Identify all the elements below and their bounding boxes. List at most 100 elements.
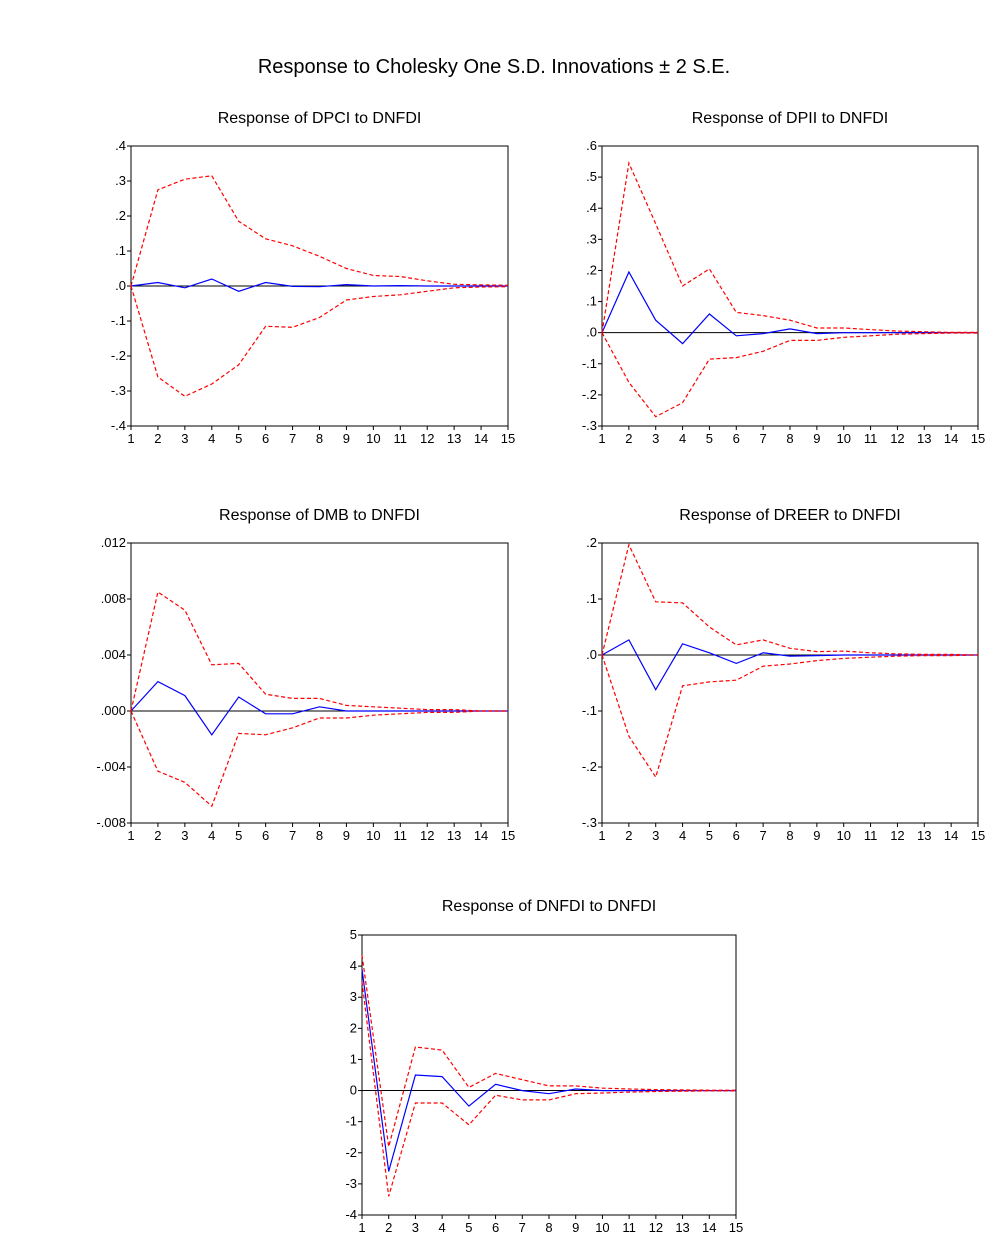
x-tick-label: 12 [890,431,904,446]
x-tick-label: 9 [343,431,350,446]
x-tick-label: 2 [154,431,161,446]
panel-title: Response of DREER to DNFDI [679,507,900,524]
upper-band-line [361,955,736,1147]
x-tick-label: 15 [971,828,985,843]
x-tick-label: 5 [465,1220,472,1235]
x-tick-label: 7 [760,828,767,843]
x-tick-label: 15 [501,431,515,446]
x-tick-label: 11 [864,828,878,843]
x-tick-label: 15 [971,431,985,446]
response-line [601,639,978,691]
panel-title: Response of DPII to DNFDI [692,110,889,127]
x-tick-label: 1 [598,828,605,843]
plot-frame [601,542,979,824]
y-tick-label: .2 [115,208,126,223]
y-tick-label: -.3 [582,418,597,433]
x-tick-label: 10 [836,828,850,843]
x-tick-label: 14 [944,431,958,446]
x-tick-label: 12 [420,828,434,843]
lower-band-line [130,285,509,397]
upper-band-line [601,160,978,333]
panel-title: Response of DMB to DNFDI [219,507,420,524]
x-tick-label: 8 [545,1220,552,1235]
x-tick-label: 1 [127,431,134,446]
x-tick-label: 10 [366,431,380,446]
x-tick-label: 1 [598,431,605,446]
response-line [130,680,508,736]
y-tick-label: .004 [101,647,126,662]
y-tick-label: .0 [586,325,597,340]
y-tick-label: -.3 [582,815,597,830]
lower-band-line [601,654,979,779]
x-tick-label: 11 [622,1220,636,1235]
y-tick-label: .0 [586,647,597,662]
x-tick-label: 5 [235,431,242,446]
lower-band-line [130,710,508,808]
plot-frame [601,145,979,427]
response-line [130,278,508,292]
x-tick-label: 3 [412,1220,419,1235]
y-tick-label: .3 [115,173,126,188]
y-tick-label: .0 [115,278,126,293]
x-tick-label: 9 [813,828,820,843]
response-line [361,969,736,1172]
x-tick-label: 9 [813,431,820,446]
response-line [601,270,978,345]
x-tick-label: 10 [595,1220,609,1235]
x-tick-label: 1 [127,828,134,843]
x-tick-label: 13 [917,431,931,446]
y-tick-label: -.008 [96,815,126,830]
y-tick-label: .3 [586,231,597,246]
x-tick-label: 12 [649,1220,663,1235]
x-tick-label: 13 [447,431,461,446]
y-tick-label: -.004 [96,759,126,774]
x-tick-label: 6 [733,828,740,843]
y-tick-label: .012 [101,535,126,550]
x-tick-label: 10 [366,828,380,843]
upper-band-line [130,175,509,287]
y-tick-label: -1 [345,1114,357,1129]
y-tick-label: -.1 [582,703,597,718]
upper-band-line [601,542,979,656]
x-tick-label: 11 [394,431,408,446]
x-tick-label: 12 [420,431,434,446]
y-tick-label: 4 [350,958,357,973]
x-tick-label: 2 [625,431,632,446]
y-tick-label: .1 [115,243,126,258]
x-tick-label: 15 [729,1220,743,1235]
plot-frame [130,542,509,824]
x-tick-label: 14 [702,1220,716,1235]
upper-band-line [130,591,508,712]
x-tick-label: 14 [944,828,958,843]
panel-title: Response of DNFDI to DNFDI [442,898,656,915]
irf-panel-4: Response of DREER to DNFDI .2 .1 .0 -.1 -.2 -.… [582,507,985,843]
x-tick-label: 8 [316,431,323,446]
y-tick-label: -.2 [111,348,126,363]
x-tick-label: 11 [864,431,878,446]
x-tick-label: 4 [208,828,215,843]
x-tick-label: 8 [786,431,793,446]
x-tick-label: 6 [262,431,269,446]
x-tick-label: 13 [447,828,461,843]
y-tick-label: -.1 [111,313,126,328]
y-tick-label: .6 [586,138,597,153]
y-tick-label: -.4 [111,418,126,433]
x-tick-label: 9 [572,1220,579,1235]
x-tick-label: 4 [679,828,686,843]
x-tick-label: 5 [706,431,713,446]
y-tick-label: 3 [350,989,357,1004]
irf-panel-3: Response of DMB to DNFDI .012 .008 .004 .000… [96,507,515,843]
x-tick-label: 13 [917,828,931,843]
x-tick-label: 4 [679,431,686,446]
y-tick-label: .4 [586,200,597,215]
y-tick-label: .2 [586,535,597,550]
y-tick-label: .008 [101,591,126,606]
x-tick-label: 3 [652,828,659,843]
y-tick-label: -3 [345,1176,357,1191]
x-tick-label: 1 [358,1220,365,1235]
x-tick-label: 4 [208,431,215,446]
figure-title: Response to Cholesky One S.D. Innovation… [257,56,731,78]
x-tick-label: 10 [836,431,850,446]
x-tick-label: 7 [760,431,767,446]
